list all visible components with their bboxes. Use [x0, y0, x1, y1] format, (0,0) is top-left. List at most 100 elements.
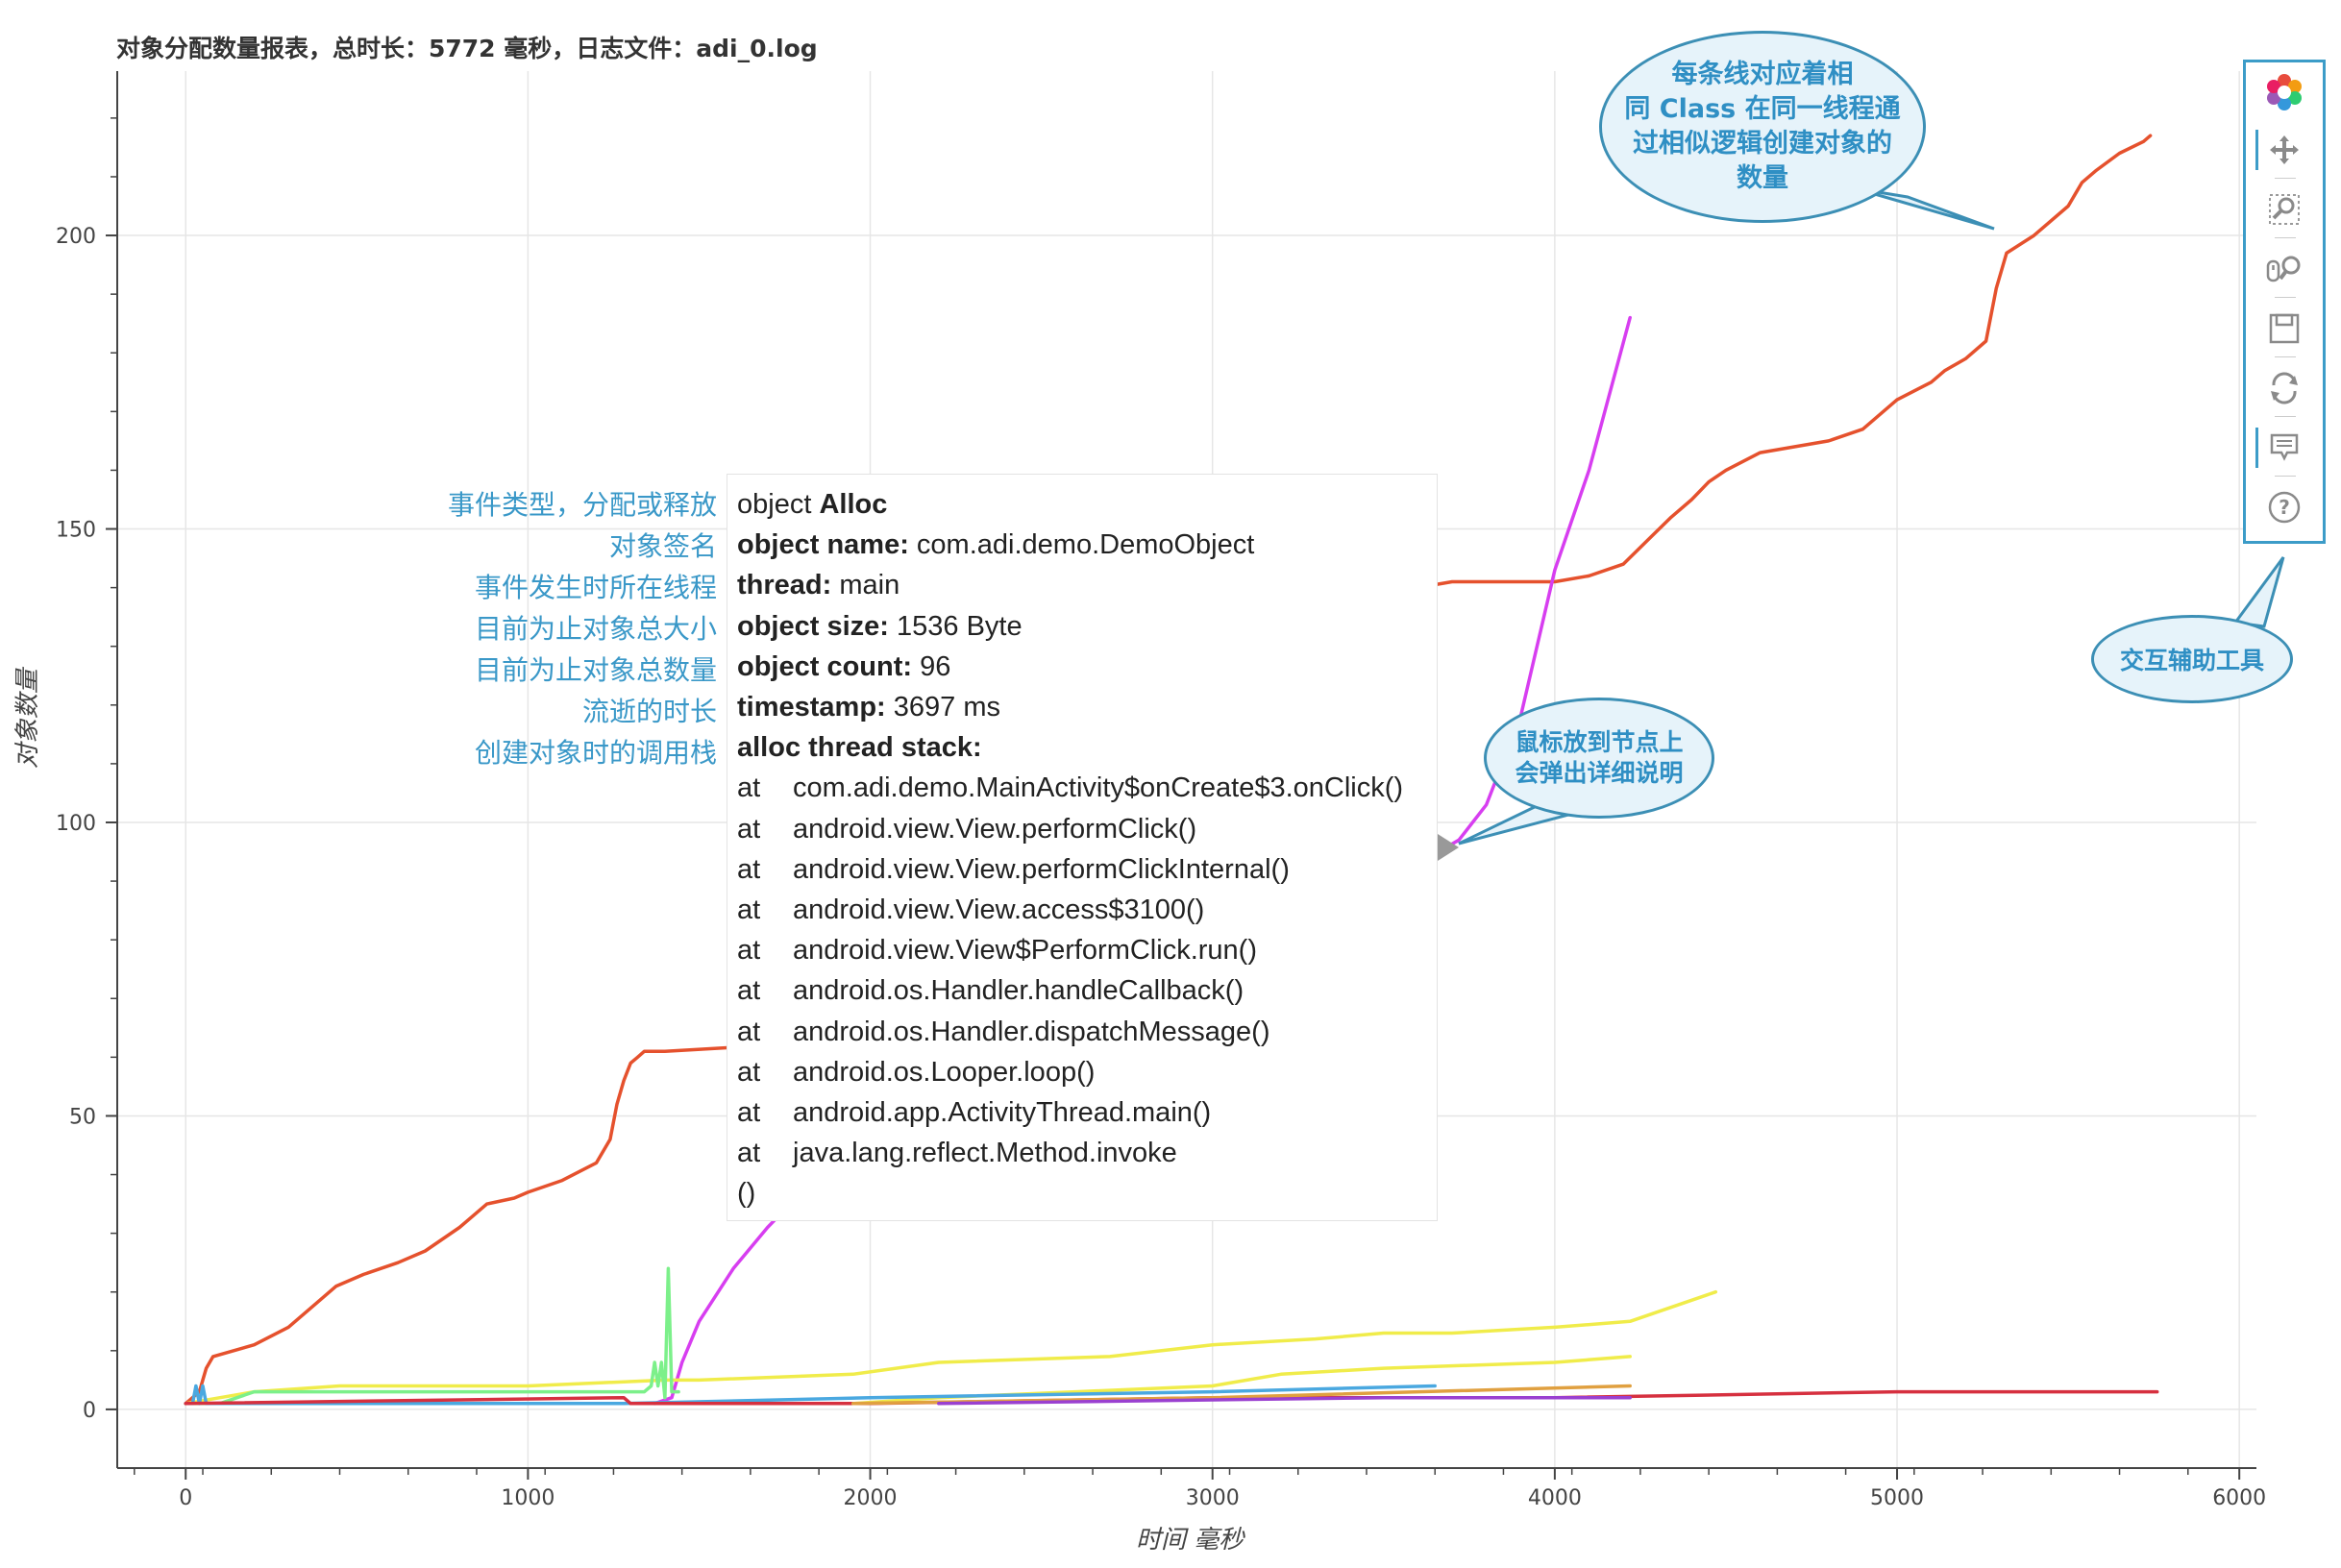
- stack-frame: at android.view.View.performClickInternal…: [737, 849, 1437, 890]
- x-tick-label: 6000: [2212, 1486, 2266, 1510]
- callout-lines-text: 每条线对应着相: [1671, 60, 1854, 89]
- y-axis: 0 50 100 150 200: [56, 117, 117, 1423]
- x-tick-label: 4000: [1528, 1486, 1582, 1510]
- x-axis: 0 1000 2000 3000 4000 5000 6000: [134, 1468, 2266, 1510]
- tooltip-size-value: 1536 Byte: [888, 610, 1023, 642]
- save-icon[interactable]: [2246, 305, 2323, 353]
- box-zoom-icon[interactable]: [2246, 185, 2323, 233]
- tooltip-event-prefix: object: [737, 489, 820, 520]
- plot-toolbar: ?: [2243, 60, 2326, 544]
- tooltip-timestamp-label: timestamp:: [737, 692, 886, 723]
- x-axis-title: 时间 毫秒: [1136, 1526, 1244, 1555]
- stack-at-label: at: [737, 772, 761, 804]
- stack-frame: at android.os.Handler.handleCallback(): [737, 970, 1437, 1011]
- svg-text:?: ?: [2279, 496, 2290, 519]
- stack-frame-text: android.os.Handler.dispatchMessage(): [793, 1016, 1270, 1047]
- annotation-event-type: 事件类型，分配或释放: [447, 489, 717, 521]
- stack-frame-text: android.view.View.performClick(): [793, 813, 1197, 845]
- toolbar-divider: [2275, 237, 2296, 238]
- stack-frame: at com.adi.demo.MainActivity$onCreate$3.o…: [737, 768, 1437, 808]
- callout-lines-text: 同 Class 在同一线程通: [1624, 94, 1901, 124]
- series-line-8: [937, 1395, 1632, 1406]
- tooltip-count-label: object count:: [737, 650, 913, 682]
- stack-frame-text: com.adi.demo.MainActivity$onCreate$3.onC…: [793, 772, 1404, 804]
- stack-at-label: at: [737, 853, 761, 885]
- tooltip-event-type: Alloc: [819, 489, 888, 520]
- callout-tools-explanation: 交互辅助工具: [2091, 615, 2293, 703]
- callout-tools-text: 交互辅助工具: [2119, 647, 2264, 674]
- x-tick-label: 1000: [501, 1486, 554, 1510]
- tooltip-count-value: 96: [912, 650, 951, 682]
- hover-icon[interactable]: [2246, 424, 2323, 472]
- plot-frame: [116, 71, 2256, 1469]
- stack-frame-text: android.view.View.access$3100(): [793, 894, 1205, 926]
- page-title: 对象分配数量报表，总时长：5772 毫秒，日志文件：adi_0.log: [116, 35, 818, 62]
- help-icon[interactable]: ?: [2246, 483, 2323, 531]
- series-line-4: [184, 1266, 680, 1406]
- annotation-total-size: 目前为止对象总大小: [474, 613, 717, 645]
- stack-at-label: at: [737, 1056, 761, 1088]
- callout-lines-text: 过相似逻辑创建对象的: [1632, 129, 1892, 159]
- annotation-call-stack: 创建对象时的调用栈: [474, 737, 717, 769]
- callout-lines-explanation: 每条线对应着相 同 Class 在同一线程通 过相似逻辑创建对象的 数量: [1599, 31, 1926, 223]
- stack-at-label: at: [737, 1097, 761, 1129]
- tooltip-name-value: com.adi.demo.DemoObject: [908, 529, 1255, 561]
- stack-at-label: at: [737, 1138, 761, 1169]
- annotation-thread: 事件发生时所在线程: [474, 572, 717, 603]
- x-tick-label: 5000: [1870, 1486, 1924, 1510]
- stack-at-label: at: [737, 975, 761, 1007]
- annotation-object-signature: 对象签名: [608, 530, 717, 562]
- stack-at-label: at: [737, 894, 761, 926]
- x-tick-label: 0: [179, 1486, 192, 1510]
- stack-at-label: at: [737, 1016, 761, 1047]
- stack-frame-text: android.os.Handler.handleCallback(): [793, 975, 1244, 1007]
- tooltip-stack-label-row: alloc thread stack:: [737, 727, 1437, 768]
- series-line-5: [184, 1384, 1437, 1406]
- x-tick-label: 3000: [1186, 1486, 1240, 1510]
- tooltip-timestamp-row: timestamp: 3697 ms: [737, 687, 1437, 727]
- tooltip-timestamp-value: 3697 ms: [885, 692, 1000, 723]
- callout-hover-explanation: 鼠标放到节点上 会弹出详细说明: [1484, 698, 1714, 819]
- series-line-2: [184, 1289, 1718, 1406]
- y-tick-label: 0: [83, 1399, 96, 1423]
- toolbar-divider: [2275, 297, 2296, 298]
- wheel-zoom-icon[interactable]: [2246, 245, 2323, 293]
- stack-frame-text: android.os.Looper.loop(): [793, 1056, 1096, 1088]
- x-tick-label: 2000: [844, 1486, 898, 1510]
- tooltip-count-row: object count: 96: [737, 647, 1437, 687]
- reset-icon[interactable]: [2246, 364, 2323, 412]
- tooltip-size-row: object size: 1536 Byte: [737, 606, 1437, 647]
- y-tick-label: 50: [69, 1105, 96, 1129]
- annotation-elapsed: 流逝的时长: [581, 696, 717, 727]
- y-tick-label: 150: [56, 519, 96, 543]
- tooltip-stack-label: alloc thread stack:: [737, 732, 982, 764]
- stack-frame: at android.app.ActivityThread.main(): [737, 1092, 1437, 1133]
- stack-frame-text: java.lang.reflect.Method.invoke: [793, 1138, 1177, 1169]
- toolbar-divider: [2275, 356, 2296, 357]
- pan-icon[interactable]: [2246, 126, 2323, 174]
- stack-frame: at java.lang.reflect.Method.invoke: [737, 1133, 1437, 1173]
- tooltip-thread-row: thread: main: [737, 565, 1437, 605]
- stack-frame-text: android.app.ActivityThread.main(): [793, 1097, 1212, 1129]
- callout-tools-tail: [2232, 556, 2285, 628]
- stack-frame-text: android.view.View.performClickInternal(): [793, 853, 1290, 885]
- tooltip-name-label: object name:: [737, 529, 909, 561]
- callout-lines-text: 数量: [1736, 163, 1788, 193]
- bokeh-logo-icon[interactable]: [2246, 68, 2323, 116]
- tooltip-pointer-icon: [1438, 834, 1459, 861]
- stack-frame: at android.os.Handler.dispatchMessage(): [737, 1012, 1437, 1052]
- y-tick-label: 100: [56, 812, 96, 836]
- y-tick-label: 200: [56, 225, 96, 249]
- toolbar-divider: [2275, 178, 2296, 179]
- stack-frame: at android.os.Looper.loop(): [737, 1052, 1437, 1092]
- callout-hover-text: 会弹出详细说明: [1515, 759, 1684, 787]
- annotation-total-count: 目前为止对象总数量: [474, 654, 717, 686]
- stack-frame-text: android.view.View$PerformClick.run(): [793, 935, 1257, 967]
- stack-frame: at android.view.View$PerformClick.run(): [737, 930, 1437, 970]
- tooltip-event-row: object Alloc: [737, 484, 1437, 525]
- tooltip-size-label: object size:: [737, 610, 889, 642]
- stack-at-label: at: [737, 813, 761, 845]
- toolbar-divider: [2275, 416, 2296, 417]
- stack-tail: (): [737, 1178, 756, 1210]
